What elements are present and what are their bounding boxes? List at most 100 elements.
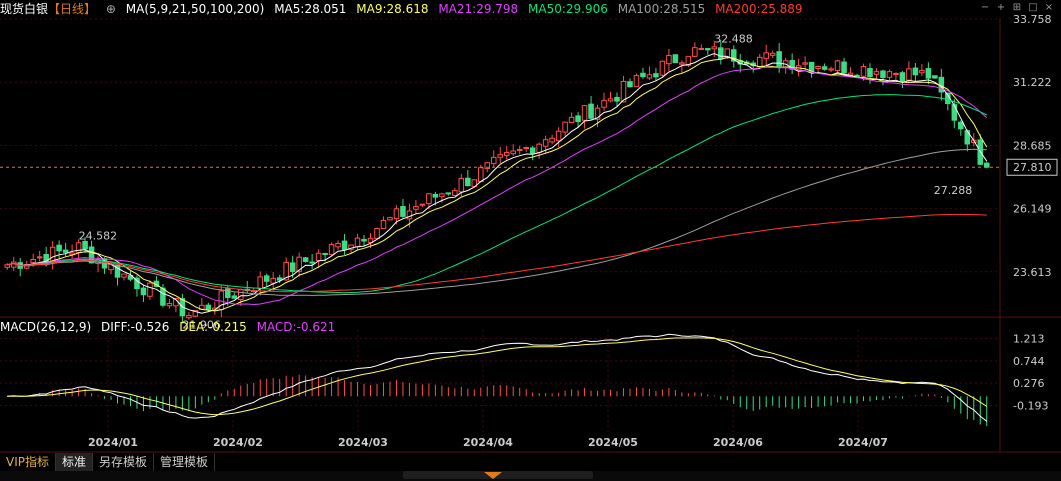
standard-tab[interactable]: 标准 — [56, 453, 94, 471]
candle-body — [860, 65, 867, 77]
candle-body — [289, 262, 296, 272]
candle-body — [523, 147, 529, 150]
ma200-value: MA200:25.889 — [715, 2, 803, 16]
candle-body — [769, 52, 776, 56]
candle-body — [4, 264, 11, 268]
indicator-header: 现货白银【日线】 ⊕ MA(5,9,21,50,100,200) MA5:28.… — [0, 0, 1061, 18]
y-tick-label: 33.758 — [1013, 13, 1052, 26]
candle-body — [400, 206, 406, 217]
candle-body — [335, 242, 341, 248]
candle-body — [575, 115, 581, 123]
candle-body — [983, 162, 990, 168]
macd-header: MACD(26,12,9) DIFF:-0.526 DEA:-0.215 MAC… — [0, 319, 341, 335]
candle-body — [127, 275, 134, 280]
minus-icon[interactable]: − — [980, 2, 990, 13]
scroll-arrow-icon[interactable] — [484, 472, 502, 479]
last-price-label: 27.810 — [1013, 161, 1052, 174]
maximize-icon[interactable]: □ — [1028, 2, 1038, 13]
ma50-line — [7, 94, 988, 294]
ma100-line — [7, 148, 987, 296]
candle-body — [69, 252, 75, 255]
candle-body — [776, 51, 782, 67]
candle-body — [672, 54, 679, 64]
ma5-value: MA5:28.051 — [274, 2, 347, 16]
candle-body — [698, 48, 705, 51]
candle-body — [452, 190, 458, 196]
candle-body — [730, 49, 737, 62]
candle-body — [490, 156, 497, 165]
candle-body — [886, 71, 893, 78]
last-price-tag — [1006, 158, 1058, 176]
candle-body — [140, 287, 147, 296]
candle-body — [166, 302, 173, 307]
candle-body — [659, 60, 666, 76]
period-label[interactable]: 【日线】 — [48, 2, 97, 16]
candle-body — [841, 61, 847, 74]
candle-body — [562, 121, 568, 133]
candle-body — [601, 99, 607, 108]
macd-params[interactable]: MACD(26,12,9) — [0, 320, 92, 334]
candle-body — [413, 206, 419, 210]
candle-body — [160, 287, 166, 306]
candle-body — [685, 56, 692, 66]
candle-body — [263, 275, 270, 282]
macd-tick-label: -0.193 — [1013, 399, 1048, 412]
candle-body — [62, 249, 69, 253]
grid-icon[interactable]: ⊞ — [1012, 2, 1022, 13]
candle-body — [607, 98, 614, 102]
candle-body — [225, 288, 231, 298]
instrument-name[interactable]: 现货白银 — [0, 2, 49, 16]
candle-body — [432, 193, 439, 198]
macd-value: MACD:-0.621 — [256, 320, 336, 334]
candle-body — [529, 147, 536, 154]
candle-body — [679, 62, 685, 65]
ma-params[interactable]: MA(5,9,21,50,100,200) — [125, 2, 265, 16]
ma21-line — [7, 66, 988, 306]
ma50-value: MA50:29.906 — [528, 2, 608, 16]
candle-body — [958, 121, 964, 130]
candle-body — [880, 70, 886, 78]
candle-body — [756, 56, 763, 67]
candle-body — [322, 253, 328, 256]
candle-body — [542, 139, 549, 147]
candle-body — [231, 295, 238, 299]
candle-body — [296, 256, 302, 272]
candle-body — [484, 162, 491, 170]
candle-body — [821, 66, 828, 70]
candle-body — [503, 151, 510, 156]
template-toolbar: VIP指标 标准 另存模板 管理模板 — [0, 453, 216, 471]
candle-body — [692, 47, 698, 57]
candle-body — [640, 72, 646, 78]
lock-icon[interactable]: ⊕ — [105, 2, 116, 16]
ma9-value: MA9:28.618 — [356, 2, 429, 16]
price-annotation: 27.288 — [934, 184, 973, 197]
candle-body — [276, 277, 283, 281]
close-icon[interactable]: × — [1044, 2, 1054, 13]
candle-body — [393, 208, 400, 220]
save-template-tab[interactable]: 另存模板 — [93, 453, 155, 471]
macd-tick-label: 0.744 — [1013, 355, 1045, 368]
x-tick-label: 2024/06 — [713, 436, 763, 449]
vip-indicator-tab[interactable]: VIP指标 — [0, 453, 56, 471]
y-tick-label: 31.222 — [1013, 76, 1052, 89]
candle-body — [186, 315, 192, 319]
manage-template-tab[interactable]: 管理模板 — [154, 453, 216, 471]
candle-body — [426, 193, 432, 205]
candle-body — [497, 154, 504, 158]
diff-line — [7, 333, 988, 422]
candle-body — [458, 177, 465, 193]
window-controls: − + ⊞ □ × — [979, 2, 1055, 14]
plus-icon[interactable]: + — [996, 2, 1006, 13]
candle-body — [594, 107, 601, 120]
candle-body — [419, 203, 426, 206]
macd-tick-label: 1.213 — [1013, 333, 1045, 346]
candle-body — [828, 68, 834, 71]
candle-body — [270, 277, 276, 284]
candle-body — [932, 75, 938, 79]
candle-body — [711, 46, 718, 50]
macd-tick-label: 0.276 — [1013, 377, 1045, 390]
candle-body — [75, 242, 82, 253]
candle-body — [134, 277, 140, 290]
candle-body — [439, 193, 445, 198]
